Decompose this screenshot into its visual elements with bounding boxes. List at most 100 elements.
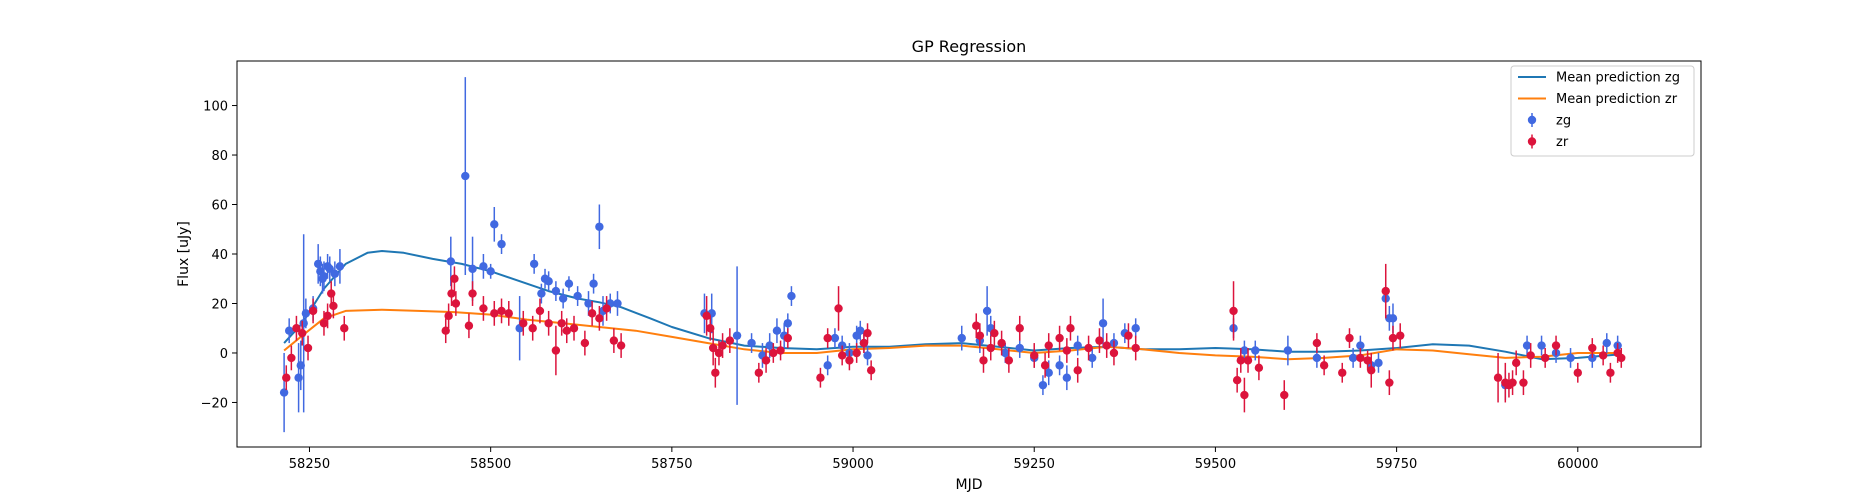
x-axis: 58250 58500 58750 59000 59250 59500 59750 60000 — [289, 447, 1598, 472]
x-tick-label: 59750 — [1376, 457, 1417, 472]
data-point-zr — [479, 304, 488, 313]
data-point-zr — [308, 306, 318, 316]
data-point-zg — [772, 326, 782, 335]
x-tick-label: 58500 — [470, 457, 511, 472]
data-point-zg — [1001, 348, 1010, 358]
data-point-zg — [1038, 380, 1048, 390]
data-point-zr — [761, 356, 771, 365]
series-zr-points — [282, 263, 1626, 413]
legend-label: Mean prediction zr — [1556, 92, 1678, 107]
chart-title: GP Regression — [912, 37, 1027, 56]
data-point-zr — [464, 321, 474, 330]
data-point-zr — [504, 309, 513, 318]
legend: Mean prediction zg Mean prediction zr zg zr — [1510, 65, 1695, 157]
data-point-zr — [1388, 333, 1398, 343]
data-point-zg — [1240, 346, 1249, 355]
legend-label: Mean prediction zg — [1556, 71, 1680, 86]
data-point-zg — [319, 272, 329, 281]
data-point-zg — [544, 277, 553, 286]
y-tick-label: 0 — [220, 347, 228, 362]
x-tick-label: 58250 — [289, 457, 330, 472]
data-point-zr — [725, 336, 735, 345]
data-point-zg — [765, 341, 774, 350]
data-point-zr — [714, 348, 724, 358]
data-point-zg — [863, 351, 872, 360]
data-point-zr — [562, 326, 571, 335]
data-point-zr — [444, 311, 453, 321]
data-point-zr — [708, 343, 718, 353]
data-point-zr — [1540, 353, 1550, 363]
data-point-zr — [1236, 356, 1245, 365]
data-point-zr — [292, 324, 301, 333]
data-point-zg — [551, 286, 561, 296]
data-point-zr — [845, 356, 854, 365]
data-point-zg — [296, 361, 305, 370]
data-point-zg — [1283, 346, 1293, 355]
data-point-zr — [329, 301, 338, 311]
data-point-zr — [447, 289, 456, 298]
data-point-zr — [1084, 343, 1093, 353]
data-point-zg — [856, 326, 865, 335]
data-point-zg — [957, 333, 966, 343]
data-point-zr — [711, 368, 720, 377]
y-tick-label: 80 — [211, 149, 228, 164]
data-point-zr — [323, 311, 332, 321]
data-point-zg — [294, 373, 303, 382]
data-point-zr — [441, 326, 450, 335]
data-point-zr — [580, 338, 590, 348]
data-point-zg — [823, 361, 832, 370]
data-point-zr — [1345, 333, 1354, 343]
y-axis: −20 0 20 40 60 80 100 — [201, 100, 237, 411]
data-point-zg — [1131, 324, 1140, 333]
data-point-zg — [589, 279, 598, 288]
data-point-zg — [284, 326, 294, 335]
data-point-zg — [595, 222, 604, 231]
data-point-zg — [1251, 346, 1260, 355]
data-point-zr — [1319, 361, 1329, 370]
data-point-zg — [468, 264, 477, 274]
data-point-zr — [1385, 378, 1394, 387]
data-point-zr — [1551, 341, 1561, 350]
data-point-zr — [816, 373, 825, 382]
data-point-zr — [587, 309, 597, 318]
data-point-zr — [986, 343, 995, 353]
data-point-zr — [303, 343, 313, 353]
data-point-zg — [537, 289, 546, 298]
data-point-zg — [1566, 353, 1575, 363]
data-point-zr — [551, 346, 561, 355]
data-point-zr — [859, 338, 869, 348]
data-point-zg — [1073, 341, 1082, 350]
data-point-zg — [479, 262, 488, 271]
data-point-zg — [1088, 353, 1097, 363]
data-point-zr — [1367, 366, 1376, 375]
y-tick-label: 60 — [211, 199, 228, 214]
data-point-zg — [330, 269, 340, 278]
data-point-zg — [1522, 341, 1532, 350]
data-point-zr — [282, 373, 291, 382]
x-axis-label: MJD — [956, 477, 983, 493]
data-point-zr — [702, 311, 711, 321]
data-point-zr — [1030, 351, 1039, 360]
data-point-zg — [558, 294, 568, 303]
y-tick-label: 40 — [211, 248, 228, 263]
data-point-zr — [1240, 390, 1249, 400]
data-point-zr — [1254, 363, 1264, 373]
data-point-zr — [451, 299, 461, 308]
data-point-zr — [852, 348, 861, 358]
data-point-zr — [1124, 331, 1133, 340]
data-point-zg — [279, 388, 289, 397]
data-point-zr — [298, 328, 307, 338]
data-point-zr — [1493, 373, 1503, 382]
data-point-zr — [1519, 378, 1528, 387]
y-tick-label: 20 — [211, 297, 228, 312]
data-point-zg — [1015, 343, 1024, 353]
data-point-zg — [486, 267, 495, 276]
x-tick-label: 59000 — [832, 457, 873, 472]
data-point-zr — [1095, 336, 1104, 345]
data-point-zr — [1073, 366, 1082, 375]
data-point-zg — [299, 319, 308, 328]
data-point-zr — [783, 333, 793, 343]
data-point-zg — [783, 319, 793, 328]
data-point-zg — [1312, 353, 1322, 363]
